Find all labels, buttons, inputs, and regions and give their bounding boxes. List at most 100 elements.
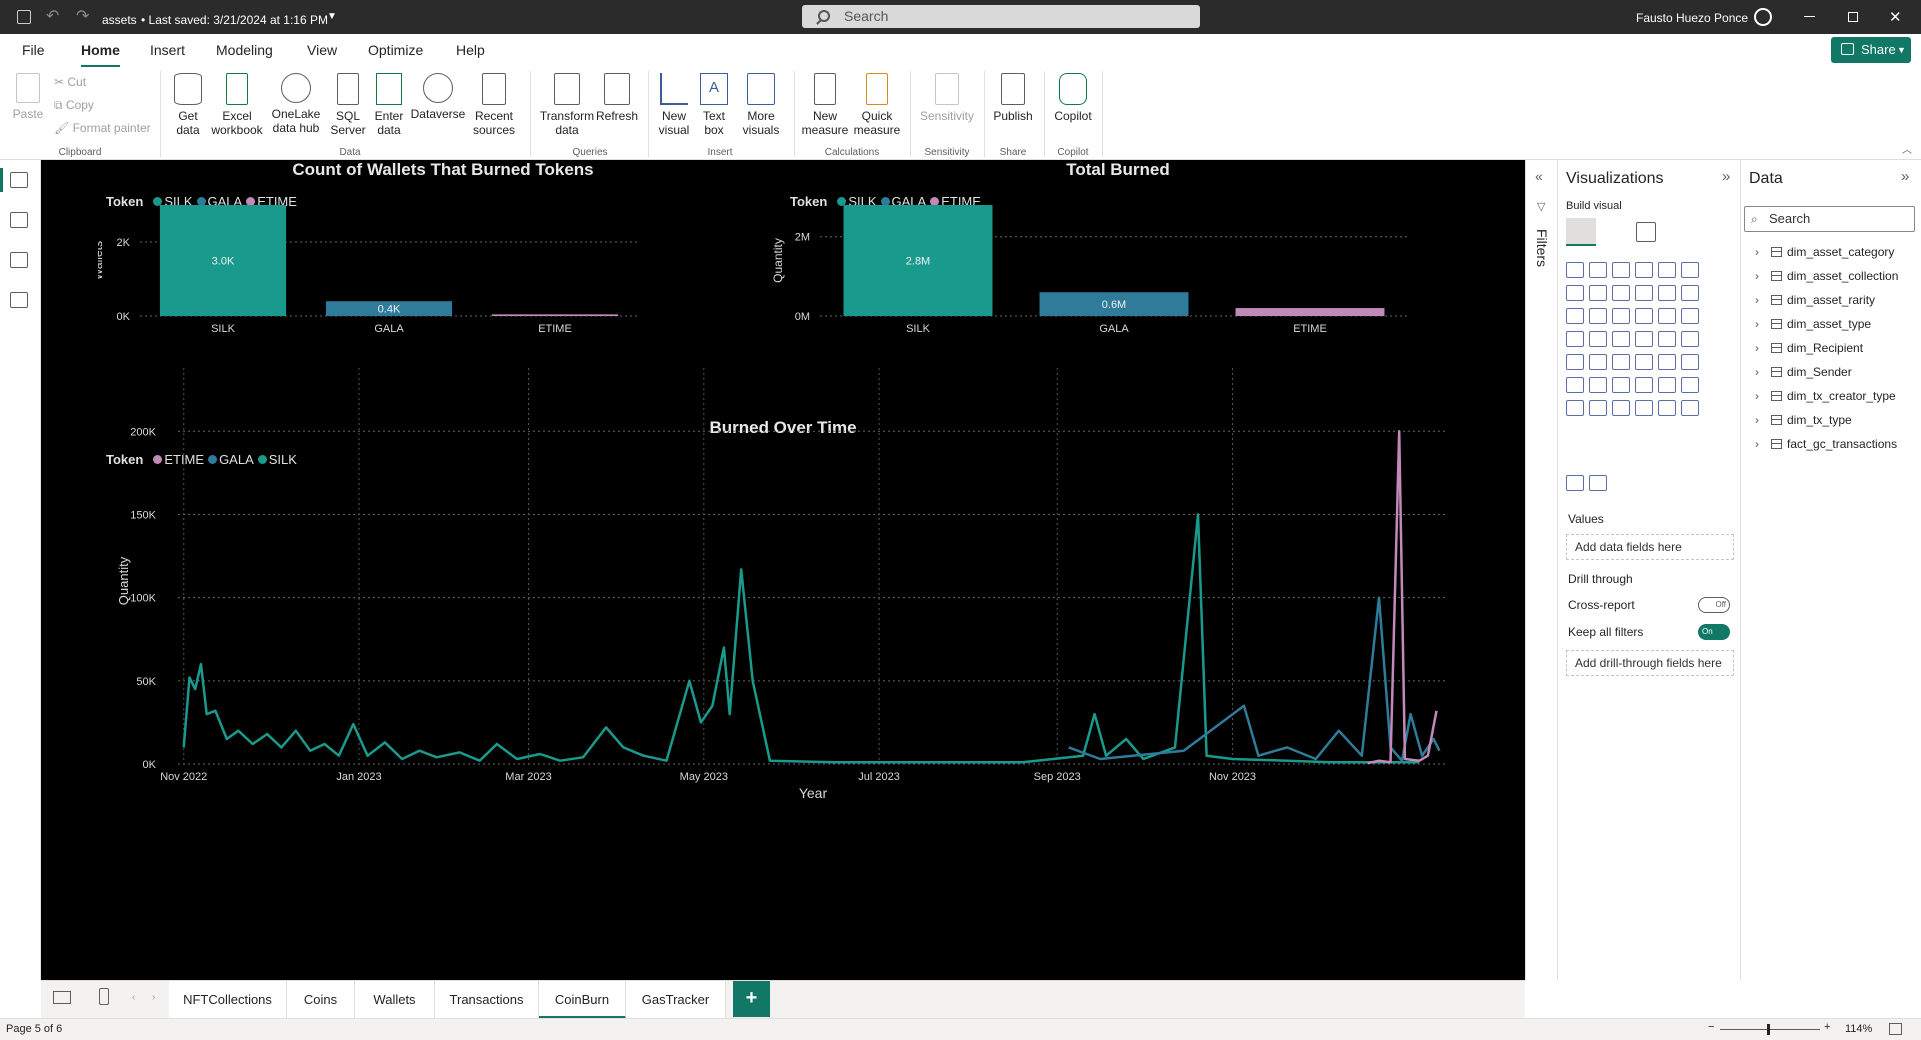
collapse-right-icon[interactable]: » xyxy=(1722,168,1731,185)
chevron-right-icon[interactable]: › xyxy=(1755,365,1759,379)
line-clustered-icon[interactable] xyxy=(1681,285,1699,301)
gauge-icon[interactable] xyxy=(1658,331,1676,347)
field-table-item[interactable]: › dim_Recipient xyxy=(1755,341,1863,355)
text-box-button[interactable]: A Text box xyxy=(696,73,732,137)
format-visual-tab[interactable] xyxy=(1636,222,1656,242)
cut-button[interactable]: ✂ Cut xyxy=(54,75,86,89)
decomposition-tree-icon[interactable] xyxy=(1589,377,1607,393)
table-icon[interactable] xyxy=(1635,354,1653,370)
100-column-icon[interactable] xyxy=(1681,262,1699,278)
chevron-right-icon[interactable]: › xyxy=(1755,389,1759,403)
menu-file[interactable]: File xyxy=(22,42,45,58)
copilot-visual-icon[interactable] xyxy=(1589,475,1607,491)
collapse-ribbon-icon[interactable]: ︿ xyxy=(1902,145,1912,156)
more-visuals-button[interactable]: More visuals xyxy=(736,73,786,137)
tab-gastracker[interactable]: GasTracker xyxy=(626,981,726,1019)
tab-nftcollections[interactable]: NFTCollections xyxy=(169,981,287,1019)
copy-button[interactable]: ⧉ Copy xyxy=(54,98,94,112)
stacked-bar-icon[interactable] xyxy=(1566,262,1584,278)
zoom-out-icon[interactable]: − xyxy=(1708,1021,1715,1033)
menu-insert[interactable]: Insert xyxy=(150,42,186,58)
key-influencers-icon[interactable] xyxy=(1566,377,1584,393)
field-table-item[interactable]: › dim_asset_collection xyxy=(1755,269,1898,283)
matrix-icon[interactable] xyxy=(1658,354,1676,370)
transform-data-button[interactable]: Transform data xyxy=(538,73,596,137)
kpi-icon[interactable] xyxy=(1589,354,1607,370)
redo-icon[interactable]: ↷ xyxy=(76,8,90,25)
keep-filters-toggle[interactable]: On xyxy=(1698,624,1730,640)
format-painter-button[interactable]: 🖌 Format painter xyxy=(54,121,151,135)
values-well[interactable]: Add data fields here xyxy=(1566,534,1734,560)
narrative-icon[interactable] xyxy=(1635,377,1653,393)
new-visual-button[interactable]: New visual xyxy=(656,73,692,137)
card-icon[interactable] xyxy=(1681,331,1699,347)
collapse-left-icon[interactable]: « xyxy=(1535,168,1543,184)
line-column-icon[interactable] xyxy=(1658,285,1676,301)
fit-page-icon[interactable] xyxy=(1889,1023,1902,1035)
qa-icon[interactable] xyxy=(1612,377,1630,393)
funnel-icon[interactable] xyxy=(1612,308,1630,324)
arcgis-icon[interactable] xyxy=(1612,400,1630,416)
onelake-button[interactable]: OneLake data hub xyxy=(268,73,324,135)
dataverse-button[interactable]: Dataverse xyxy=(410,73,466,121)
charts-svg[interactable]: 0K 2K SILK 3.0K GALA 0.4K ETIME Wallets 0M 2M SILK… xyxy=(98,160,1468,980)
paste-button[interactable]: Paste xyxy=(12,73,44,121)
chevron-right-icon[interactable]: › xyxy=(1755,245,1759,259)
scatter-icon[interactable] xyxy=(1635,308,1653,324)
field-table-item[interactable]: › dim_tx_type xyxy=(1755,413,1852,427)
minimize-icon[interactable] xyxy=(1804,16,1815,17)
recent-sources-button[interactable]: Recent sources xyxy=(466,73,522,137)
table-view-icon[interactable] xyxy=(10,212,28,228)
field-table-item[interactable]: › dim_asset_type xyxy=(1755,317,1871,331)
search-input[interactable]: Search xyxy=(802,5,1200,28)
menu-modeling[interactable]: Modeling xyxy=(216,42,273,58)
azure-map-icon[interactable] xyxy=(1635,331,1653,347)
menu-view[interactable]: View xyxy=(307,42,338,58)
zoom-in-icon[interactable]: + xyxy=(1824,1021,1831,1033)
save-icon[interactable] xyxy=(17,10,31,24)
add-page-button[interactable]: + xyxy=(733,981,770,1017)
power-apps-icon[interactable] xyxy=(1566,400,1584,416)
stacked-area-icon[interactable] xyxy=(1612,285,1630,301)
next-page-icon[interactable]: › xyxy=(152,992,156,1003)
report-view-icon[interactable] xyxy=(10,172,28,188)
more-icon[interactable] xyxy=(1681,400,1699,416)
field-table-item[interactable]: › dim_Sender xyxy=(1755,365,1852,379)
zoom-thumb[interactable] xyxy=(1767,1024,1770,1035)
slicer-icon[interactable] xyxy=(1612,354,1630,370)
close-icon[interactable]: ✕ xyxy=(1889,9,1902,26)
ribbon-icon[interactable] xyxy=(1566,308,1584,324)
desktop-layout-icon[interactable] xyxy=(53,991,71,1004)
publish-button[interactable]: Publish xyxy=(990,73,1036,123)
quick-measure-button[interactable]: Quick measure xyxy=(852,73,902,137)
map-icon[interactable] xyxy=(1589,331,1607,347)
tab-wallets[interactable]: Wallets xyxy=(355,981,435,1019)
prev-page-icon[interactable]: ‹ xyxy=(132,992,136,1003)
chevron-right-icon[interactable]: › xyxy=(1755,437,1759,451)
copilot-button[interactable]: Copilot xyxy=(1050,73,1096,123)
tab-coinburn[interactable]: CoinBurn xyxy=(539,981,626,1019)
chevron-right-icon[interactable]: › xyxy=(1755,293,1759,307)
new-measure-button[interactable]: New measure xyxy=(800,73,850,137)
refresh-button[interactable]: Refresh xyxy=(596,73,638,123)
chevron-right-icon[interactable]: › xyxy=(1755,341,1759,355)
overtime-legend[interactable]: TokenETIMEGALASILK xyxy=(106,452,297,467)
100-bar-icon[interactable] xyxy=(1658,262,1676,278)
sensitivity-button[interactable]: Sensitivity xyxy=(918,73,976,123)
tab-coins[interactable]: Coins xyxy=(287,981,355,1019)
build-visual-tab[interactable] xyxy=(1566,218,1596,246)
menu-home[interactable]: Home xyxy=(81,42,120,68)
share-button[interactable]: Share ▼ xyxy=(1831,37,1911,63)
cross-report-toggle[interactable]: Off xyxy=(1698,597,1730,613)
field-table-item[interactable]: › fact_gc_transactions xyxy=(1755,437,1897,451)
smart-narrative-icon[interactable] xyxy=(1658,400,1676,416)
field-table-item[interactable]: › dim_asset_category xyxy=(1755,245,1894,259)
field-table-item[interactable]: › dim_tx_creator_type xyxy=(1755,389,1896,403)
power-automate-icon[interactable] xyxy=(1589,400,1607,416)
excel-button[interactable]: Excel workbook xyxy=(210,73,264,137)
slicer-extra-icon[interactable] xyxy=(1566,475,1584,491)
pie-icon[interactable] xyxy=(1658,308,1676,324)
filled-map-icon[interactable] xyxy=(1612,331,1630,347)
field-table-item[interactable]: › dim_asset_rarity xyxy=(1755,293,1875,307)
get-data-button[interactable]: Get data xyxy=(170,73,206,137)
